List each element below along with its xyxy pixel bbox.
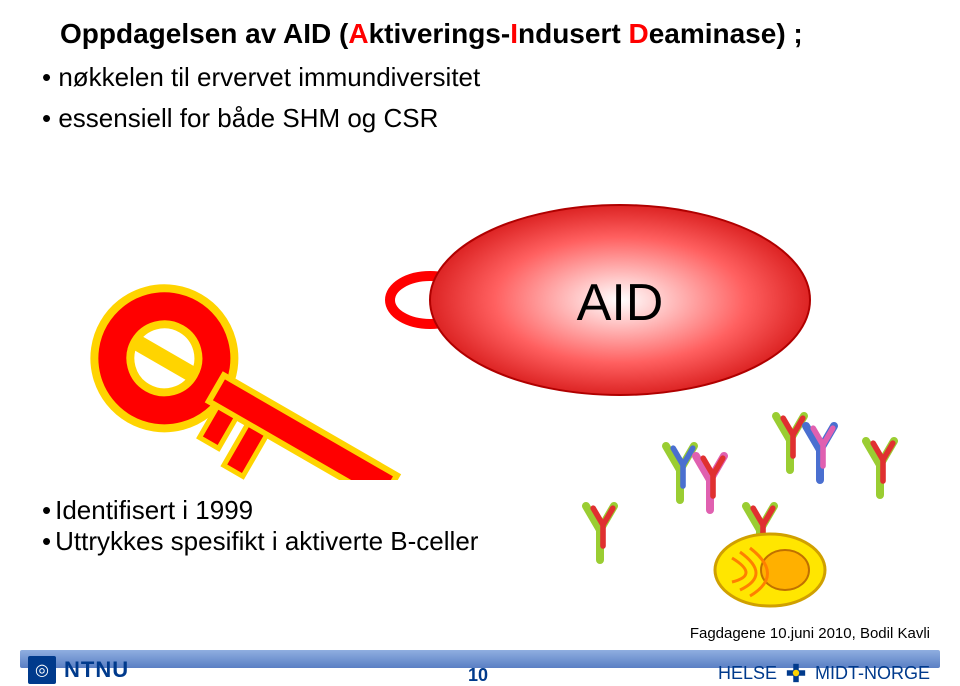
slide-title: Oppdagelsen av AID (Aktiverings-Indusert…: [60, 18, 803, 50]
slide-number: 10: [468, 665, 488, 686]
helse-icon: [785, 662, 807, 684]
title-i: I: [510, 18, 518, 49]
ntnu-text: NTNU: [64, 657, 129, 683]
bottom-line-2: Uttrykkes spesifikt i aktiverte B-celler: [42, 526, 478, 557]
title-prefix: Oppdagelsen av AID (: [60, 18, 348, 49]
bottom-bullets: Identifisert i 1999 Uttrykkes spesifikt …: [42, 495, 478, 557]
ntnu-logo-block: ◎ NTNU: [28, 656, 129, 684]
title-mid1: ktiverings-: [369, 18, 511, 49]
footer-credit: Fagdagene 10.juni 2010, Bodil Kavli: [690, 625, 930, 642]
footer: Fagdagene 10.juni 2010, Bodil Kavli ◎ NT…: [0, 628, 960, 686]
bullet-2: essensiell for både SHM og CSR: [42, 103, 480, 134]
helse-logo-block: HELSE MIDT-NORGE: [718, 662, 930, 684]
slide: Oppdagelsen av AID (Aktiverings-Indusert…: [0, 0, 960, 686]
ntnu-icon: ◎: [28, 656, 56, 684]
title-d: D: [628, 18, 648, 49]
bottom-line-1: Identifisert i 1999: [42, 495, 478, 526]
helse-text-2: MIDT-NORGE: [815, 663, 930, 684]
bullet-1: nøkkelen til ervervet immundiversitet: [42, 62, 480, 93]
aid-label: AID: [577, 274, 664, 332]
top-bullets: nøkkelen til ervervet immundiversitet es…: [42, 62, 480, 144]
title-mid2: ndusert: [518, 18, 628, 49]
helse-text-1: HELSE: [718, 663, 777, 684]
title-suffix: eaminase) ;: [649, 18, 803, 49]
title-a: A: [348, 18, 368, 49]
